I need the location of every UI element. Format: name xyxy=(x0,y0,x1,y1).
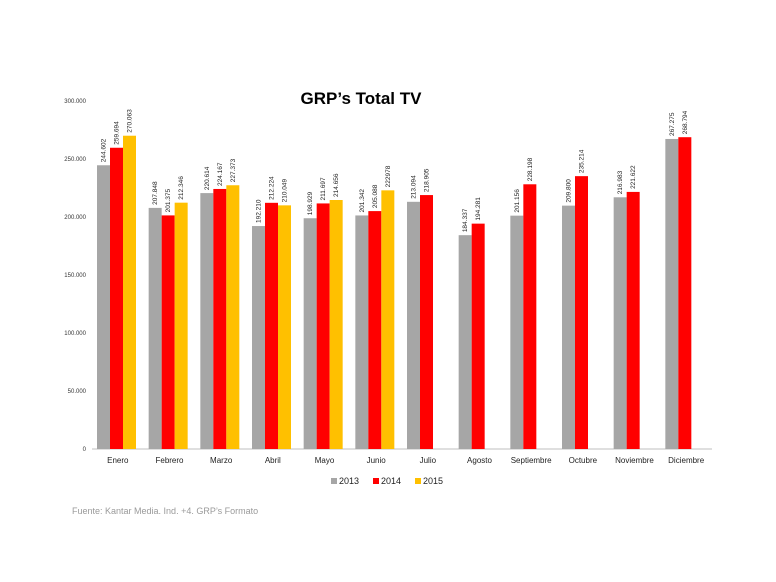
bar-2013-noviembre xyxy=(613,197,627,449)
data-label: 198.929 xyxy=(307,191,314,215)
y-tick-label: 300.000 xyxy=(64,99,86,105)
x-tick-label: Diciembre xyxy=(668,456,705,465)
legend-label: 2013 xyxy=(339,476,359,486)
data-label: 224.167 xyxy=(217,162,224,186)
data-label: 235.214 xyxy=(579,149,586,173)
data-label: 211.697 xyxy=(320,177,327,200)
data-label: 209.800 xyxy=(566,179,573,203)
bar-2013-mayo xyxy=(303,218,317,449)
y-tick-label: 200.000 xyxy=(64,215,86,221)
x-tick-label: Noviembre xyxy=(615,456,654,465)
data-label: 212.346 xyxy=(178,176,185,200)
bar-2013-octubre xyxy=(562,205,575,449)
data-label: 244.602 xyxy=(101,138,108,162)
data-label: 201.156 xyxy=(514,189,521,213)
y-tick-label: 100.000 xyxy=(64,331,86,337)
data-label: 213.094 xyxy=(411,175,418,199)
data-label: 210.049 xyxy=(282,178,289,202)
data-label: 267.275 xyxy=(669,112,676,136)
data-label: 227.373 xyxy=(230,158,237,182)
bar-2015-enero xyxy=(123,135,136,449)
y-tick-label: 0 xyxy=(83,447,87,453)
bar-2013-diciembre xyxy=(665,138,679,449)
bar-2014-julio xyxy=(420,195,433,449)
data-label: 270.063 xyxy=(127,109,134,133)
bar-2013-febrero xyxy=(148,207,162,449)
data-label: 201.375 xyxy=(165,189,172,213)
data-label: 214.656 xyxy=(333,173,340,197)
x-tick-label: Abril xyxy=(265,456,281,465)
y-axis: 0 50.000 100.000 150.000 200.000 250.000 300.0… xyxy=(64,99,712,453)
bar-2013-agosto xyxy=(458,235,472,449)
x-tick-label: Julio xyxy=(420,456,437,465)
data-label: 218.905 xyxy=(424,168,431,192)
bar-2015-junio xyxy=(381,190,395,449)
data-label: 228.198 xyxy=(527,157,534,181)
x-tick-label: Febrero xyxy=(155,456,184,465)
legend-swatch xyxy=(373,478,379,484)
bar-2015-mayo xyxy=(329,199,343,449)
legend-label: 2014 xyxy=(381,476,401,486)
legend-label: 2015 xyxy=(423,476,443,486)
data-label: 194.281 xyxy=(475,197,482,221)
y-tick-label: 150.000 xyxy=(64,273,86,279)
source-note: Fuente: Kantar Media. Ind. +4. GRP’s For… xyxy=(72,506,259,516)
bar-2014-diciembre xyxy=(678,137,692,449)
bar-2013-abril xyxy=(252,226,265,449)
bar-2013-enero xyxy=(97,165,110,450)
bar-2014-enero xyxy=(110,147,123,450)
y-tick-label: 250.000 xyxy=(64,157,86,163)
bar-2014-octubre xyxy=(575,176,588,449)
data-label: 259.694 xyxy=(114,121,121,145)
data-label: 222978 xyxy=(385,165,392,187)
bar-2014-junio xyxy=(368,211,382,449)
bar-2015-abril xyxy=(278,205,291,449)
x-tick-label: Marzo xyxy=(210,456,233,465)
data-label: 201.342 xyxy=(359,189,366,213)
data-label: 207.848 xyxy=(152,181,159,205)
x-tick-label: Agosto xyxy=(467,456,492,465)
bar-2014-mayo xyxy=(316,203,330,449)
data-label: 184.337 xyxy=(462,208,469,232)
bar-2014-noviembre xyxy=(626,191,640,449)
data-label: 212.224 xyxy=(269,176,276,200)
bar-2014-abril xyxy=(265,202,278,449)
bar-2015-febrero xyxy=(174,202,188,449)
bar-2014-septiembre xyxy=(523,184,537,449)
y-tick-label: 50.000 xyxy=(68,389,87,395)
x-tick-label: Junio xyxy=(367,456,387,465)
bar-2014-febrero xyxy=(161,215,175,449)
data-label: 205.088 xyxy=(372,184,379,208)
data-labels: 244.602 259.694 270.063 207.848 201.375 212.3… xyxy=(101,109,689,232)
x-tick-label: Septiembre xyxy=(511,456,552,465)
x-axis-categories: Enero Febrero Marzo Abril Mayo Junio Julio Agos… xyxy=(107,456,705,465)
bar-2014-marzo xyxy=(213,188,227,449)
data-label: 216.983 xyxy=(617,170,624,194)
bar-2013-septiembre xyxy=(510,215,524,449)
legend-swatch xyxy=(331,478,337,484)
legend: 2013 2014 2015 xyxy=(331,476,443,486)
bar-2014-agosto xyxy=(471,223,485,449)
data-label: 221.622 xyxy=(630,165,637,189)
bar-2015-marzo xyxy=(226,185,240,449)
bars xyxy=(97,135,692,450)
bar-2013-junio xyxy=(355,215,369,449)
legend-swatch xyxy=(415,478,421,484)
bar-2013-marzo xyxy=(200,193,214,449)
bar-2013-julio xyxy=(407,201,420,449)
x-tick-label: Octubre xyxy=(569,456,598,465)
data-label: 220.614 xyxy=(204,166,211,190)
x-tick-label: Mayo xyxy=(315,456,335,465)
data-label: 192.210 xyxy=(256,199,263,223)
data-label: 268.794 xyxy=(682,110,689,134)
chart-title: GRP’s Total TV xyxy=(301,89,423,108)
x-tick-label: Enero xyxy=(107,456,129,465)
